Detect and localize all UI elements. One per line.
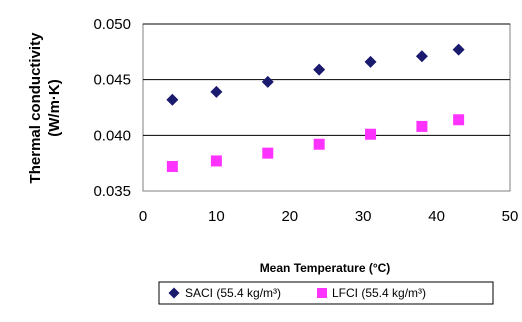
x-tick-label-4: 40 (428, 208, 445, 225)
y-axis-title-line-1: Thermal conductivity (27, 32, 44, 184)
point-series-1-4 (365, 128, 377, 140)
x-tick-label-0: 0 (139, 208, 147, 225)
point-series-1-6 (453, 114, 465, 126)
series-points (166, 43, 465, 173)
y-tick-labels: 0.035 0.040 0.045 0.050 (93, 16, 131, 200)
y-tick-label-0: 0.035 (93, 183, 131, 200)
x-tick-label-5: 50 (502, 208, 519, 225)
y-axis-title: Thermal conductivity (W/m·K) (27, 32, 63, 184)
point-series-1-2 (262, 147, 274, 159)
y-tick-label-2: 0.045 (93, 72, 131, 89)
point-series-1-5 (416, 120, 428, 132)
plot-area (142, 23, 511, 192)
x-tick-labels: 0 10 20 30 40 50 (139, 208, 519, 225)
legend-marker-saci-diamond-icon (168, 287, 180, 299)
point-series-0-3 (313, 63, 326, 76)
x-axis-title: Mean Temperature (°C) (260, 261, 391, 275)
point-series-1-3 (313, 138, 325, 150)
point-series-1-1 (210, 155, 222, 167)
y-axis-title-line-2: (W/m·K) (46, 79, 63, 136)
legend-marker-lfci-square-icon (317, 288, 327, 298)
point-series-0-1 (210, 85, 223, 98)
point-series-0-5 (415, 50, 428, 63)
point-series-1-0 (166, 161, 178, 173)
x-tick-label-3: 30 (355, 208, 372, 225)
y-tick-label-3: 0.050 (93, 16, 131, 33)
point-series-0-6 (452, 43, 465, 56)
x-tick-label-2: 20 (281, 208, 298, 225)
grid-lines (143, 23, 510, 136)
y-tick-label-1: 0.040 (93, 127, 131, 144)
legend-label-lfci: LFCI (55.4 kg/m³) (332, 286, 426, 300)
legend-label-saci: SACI (55.4 kg/m³) (185, 286, 281, 300)
legend: SACI (55.4 kg/m³) LFCI (55.4 kg/m³) (158, 281, 494, 305)
point-series-0-4 (364, 55, 377, 68)
x-tick-label-1: 10 (208, 208, 225, 225)
point-series-0-2 (261, 75, 274, 88)
point-series-0-0 (166, 93, 179, 106)
